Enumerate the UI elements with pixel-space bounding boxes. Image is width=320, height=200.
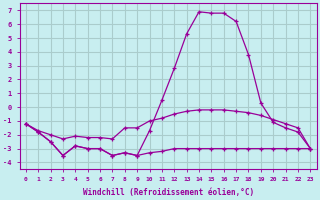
X-axis label: Windchill (Refroidissement éolien,°C): Windchill (Refroidissement éolien,°C) [83,188,254,197]
